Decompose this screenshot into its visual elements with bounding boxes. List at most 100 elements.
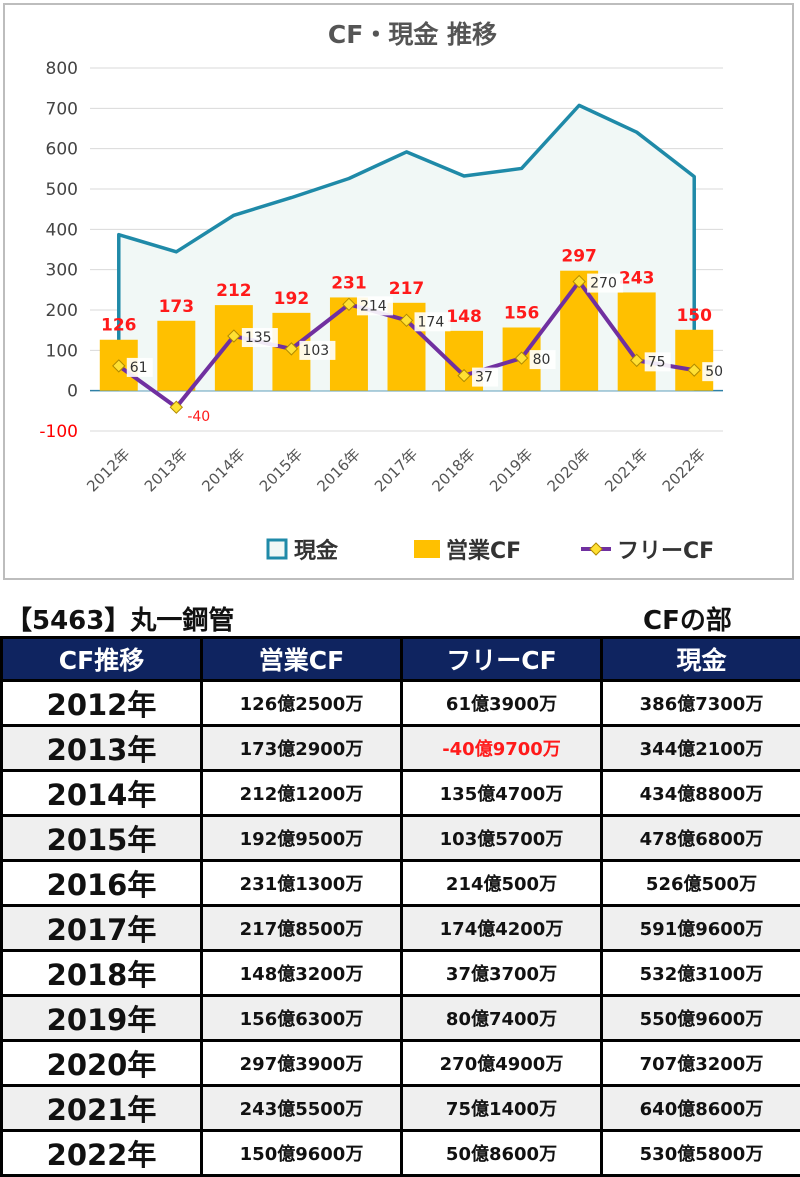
y-tick-label: 800	[46, 59, 78, 79]
year-cell: 2016年	[2, 861, 202, 906]
year-cell: 2012年	[2, 681, 202, 726]
operating-cf-cell: 150億9600万	[202, 1131, 402, 1176]
x-tick-label: 2019年	[486, 445, 536, 495]
cash-cell: 591億9600万	[602, 906, 800, 951]
free-cf-cell: 50億8600万	[402, 1131, 602, 1176]
operating-cf-cell: 126億2500万	[202, 681, 402, 726]
operating-cf-label: 150	[676, 306, 712, 326]
free-cf-label: 61	[130, 360, 148, 376]
year-cell: 2017年	[2, 906, 202, 951]
header-free-cf: フリーCF	[402, 638, 602, 681]
y-tick-label: 700	[46, 99, 78, 119]
operating-cf-cell: 231億1300万	[202, 861, 402, 906]
y-tick-label: 500	[46, 180, 78, 200]
operating-cf-cell: 148億3200万	[202, 951, 402, 996]
operating-cf-cell: 212億1200万	[202, 771, 402, 816]
operating-cf-label: 217	[389, 279, 425, 299]
legend-operating-cf-swatch	[414, 540, 440, 558]
y-tick-label: 300	[46, 261, 78, 281]
operating-cf-label: 192	[274, 289, 310, 309]
free-cf-label: 80	[533, 352, 551, 368]
cash-cell: 526億500万	[602, 861, 800, 906]
operating-cf-label: 173	[159, 297, 195, 317]
cf-cash-chart: CF・現金 推移8007006005004003002001000-100126…	[5, 5, 792, 578]
operating-cf-label: 231	[331, 273, 367, 293]
cash-cell: 707億3200万	[602, 1041, 800, 1086]
company-title: 【5463】丸一鋼管	[6, 600, 234, 637]
operating-cf-cell: 173億2900万	[202, 726, 402, 771]
free-cf-cell: 270億4900万	[402, 1041, 602, 1086]
year-cell: 2013年	[2, 726, 202, 771]
operating-cf-label: 156	[504, 303, 540, 323]
chart-title: CF・現金 推移	[328, 20, 497, 49]
cash-cell: 478億6800万	[602, 816, 800, 861]
operating-cf-bar	[215, 305, 253, 391]
free-cf-label: 214	[360, 298, 387, 314]
operating-cf-label: 126	[101, 316, 137, 336]
year-cell: 2018年	[2, 951, 202, 996]
legend-operating-cf-label: 営業CF	[446, 538, 521, 564]
y-tick-label: 0	[67, 382, 78, 402]
year-cell: 2022年	[2, 1131, 202, 1176]
free-cf-label: 37	[475, 370, 493, 386]
x-tick-label: 2022年	[659, 445, 709, 495]
free-cf-cell: 61億3900万	[402, 681, 602, 726]
y-tick-label: -100	[39, 422, 78, 442]
y-tick-label: 200	[46, 301, 78, 321]
table-header-row: CF推移 営業CF フリーCF 現金	[2, 638, 800, 681]
header-cash: 現金	[602, 638, 800, 681]
free-cf-cell: 37億3700万	[402, 951, 602, 996]
free-cf-label: 75	[648, 354, 666, 370]
x-tick-label: 2015年	[256, 445, 306, 495]
x-tick-label: 2021年	[601, 445, 651, 495]
x-tick-label: 2020年	[544, 445, 594, 495]
year-cell: 2021年	[2, 1086, 202, 1131]
free-cf-cell: 103億5700万	[402, 816, 602, 861]
cash-cell: 344億2100万	[602, 726, 800, 771]
cash-cell: 530億5800万	[602, 1131, 800, 1176]
legend-cash-swatch	[268, 540, 286, 558]
legend-free-cf-marker	[590, 543, 602, 555]
x-tick-label: 2018年	[429, 445, 479, 495]
free-cf-cell: -40億9700万	[402, 726, 602, 771]
cash-cell: 532億3100万	[602, 951, 800, 996]
operating-cf-bar	[157, 321, 195, 391]
free-cf-label: 103	[302, 343, 329, 359]
free-cf-label: -40	[187, 409, 210, 425]
free-cf-label: 135	[245, 330, 272, 346]
operating-cf-label: 212	[216, 281, 252, 301]
operating-cf-cell: 156億6300万	[202, 996, 402, 1041]
free-cf-cell: 174億4200万	[402, 906, 602, 951]
free-cf-cell: 75億1400万	[402, 1086, 602, 1131]
x-tick-label: 2017年	[371, 445, 421, 495]
y-tick-label: 600	[46, 140, 78, 160]
free-cf-label: 174	[418, 314, 445, 330]
operating-cf-label: 148	[446, 307, 482, 327]
header-cf-trend: CF推移	[2, 638, 202, 681]
y-tick-label: 100	[46, 341, 78, 361]
operating-cf-cell: 192億9500万	[202, 816, 402, 861]
free-cf-cell: 135億4700万	[402, 771, 602, 816]
cash-cell: 386億7300万	[602, 681, 800, 726]
header-operating-cf: 営業CF	[202, 638, 402, 681]
operating-cf-bar	[675, 330, 713, 391]
year-cell: 2019年	[2, 996, 202, 1041]
x-tick-label: 2014年	[198, 445, 248, 495]
operating-cf-cell: 297億3900万	[202, 1041, 402, 1086]
operating-cf-label: 297	[561, 247, 597, 267]
free-cf-cell: 214億500万	[402, 861, 602, 906]
free-cf-label: 270	[590, 276, 617, 292]
operating-cf-cell: 217億8500万	[202, 906, 402, 951]
x-tick-label: 2012年	[83, 445, 133, 495]
operating-cf-label: 243	[619, 268, 655, 288]
